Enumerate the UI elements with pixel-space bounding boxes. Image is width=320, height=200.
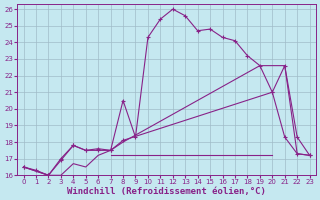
X-axis label: Windchill (Refroidissement éolien,°C): Windchill (Refroidissement éolien,°C) [67, 187, 266, 196]
